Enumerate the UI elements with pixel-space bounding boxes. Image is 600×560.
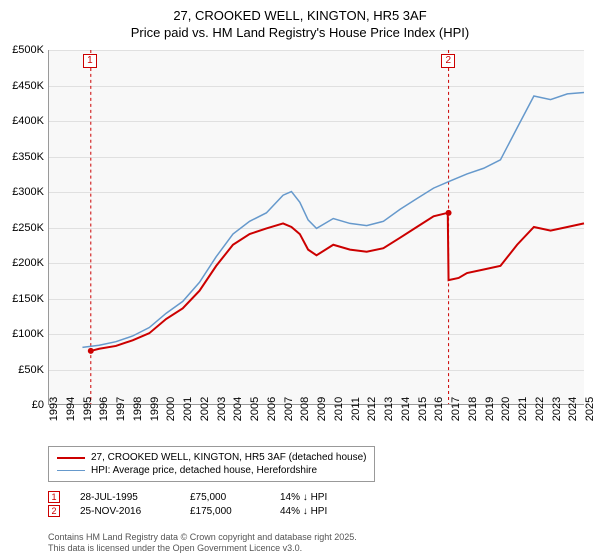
legend-swatch	[57, 470, 85, 471]
x-axis: 1993199419951996199719981999200020012002…	[48, 405, 584, 445]
x-tick-label: 2013	[383, 397, 395, 421]
x-tick-label: 1993	[48, 397, 60, 421]
transaction-date: 25-NOV-2016	[80, 506, 170, 517]
y-tick-label: £400K	[12, 115, 44, 127]
x-tick-label: 2002	[199, 397, 211, 421]
transaction-delta: 44% ↓ HPI	[280, 506, 327, 517]
marker-dot	[446, 210, 452, 216]
transaction-row: 2 25-NOV-2016 £175,000 44% ↓ HPI	[48, 504, 327, 518]
y-tick-label: £100K	[12, 328, 44, 340]
chart-title: 27, CROOKED WELL, KINGTON, HR5 3AF Price…	[0, 0, 600, 46]
x-tick-label: 2022	[534, 397, 546, 421]
series-hpi	[82, 92, 584, 347]
plot-area	[48, 50, 584, 405]
y-tick-label: £300K	[12, 186, 44, 198]
y-tick-label: £0	[32, 399, 44, 411]
y-tick-label: £50K	[18, 364, 44, 376]
y-tick-label: £450K	[12, 80, 44, 92]
x-tick-label: 2023	[551, 397, 563, 421]
legend: 27, CROOKED WELL, KINGTON, HR5 3AF (deta…	[48, 446, 375, 482]
marker-dot	[88, 348, 94, 354]
x-tick-label: 2014	[400, 397, 412, 421]
series-property	[91, 213, 584, 351]
transaction-table: 1 28-JUL-1995 £75,000 14% ↓ HPI 2 25-NOV-2016…	[48, 490, 327, 518]
marker-label: 1	[83, 54, 97, 68]
transaction-marker: 2	[48, 505, 60, 517]
x-tick-label: 2017	[450, 397, 462, 421]
transaction-price: £75,000	[190, 492, 260, 503]
legend-label: HPI: Average price, detached house, Here…	[91, 465, 317, 476]
legend-label: 27, CROOKED WELL, KINGTON, HR5 3AF (deta…	[91, 452, 366, 463]
y-tick-label: £150K	[12, 293, 44, 305]
x-tick-label: 2004	[232, 397, 244, 421]
transaction-date: 28-JUL-1995	[80, 492, 170, 503]
x-tick-label: 2025	[584, 397, 596, 421]
x-tick-label: 2010	[333, 397, 345, 421]
x-tick-label: 1995	[82, 397, 94, 421]
transaction-delta: 14% ↓ HPI	[280, 492, 327, 503]
transaction-row: 1 28-JUL-1995 £75,000 14% ↓ HPI	[48, 490, 327, 504]
x-tick-label: 2024	[567, 397, 579, 421]
x-tick-label: 1996	[98, 397, 110, 421]
x-tick-label: 2019	[484, 397, 496, 421]
transaction-price: £175,000	[190, 506, 260, 517]
x-tick-label: 2012	[366, 397, 378, 421]
x-tick-label: 2005	[249, 397, 261, 421]
title-line2: Price paid vs. HM Land Registry's House …	[0, 25, 600, 42]
line-plot	[49, 50, 584, 404]
footnote: Contains HM Land Registry data © Crown c…	[48, 532, 357, 554]
x-tick-label: 2015	[417, 397, 429, 421]
x-tick-label: 2006	[266, 397, 278, 421]
x-tick-label: 2007	[283, 397, 295, 421]
footnote-line1: Contains HM Land Registry data © Crown c…	[48, 532, 357, 543]
x-tick-label: 2000	[165, 397, 177, 421]
x-tick-label: 2021	[517, 397, 529, 421]
marker-label: 2	[441, 54, 455, 68]
y-axis: £0£50K£100K£150K£200K£250K£300K£350K£400…	[0, 50, 46, 405]
x-tick-label: 2016	[433, 397, 445, 421]
x-tick-label: 2020	[500, 397, 512, 421]
title-line1: 27, CROOKED WELL, KINGTON, HR5 3AF	[0, 8, 600, 25]
x-tick-label: 2011	[350, 397, 362, 421]
legend-item: HPI: Average price, detached house, Here…	[57, 464, 366, 477]
footnote-line2: This data is licensed under the Open Gov…	[48, 543, 357, 554]
legend-item: 27, CROOKED WELL, KINGTON, HR5 3AF (deta…	[57, 451, 366, 464]
legend-swatch	[57, 457, 85, 459]
x-tick-label: 2018	[467, 397, 479, 421]
x-tick-label: 2003	[216, 397, 228, 421]
y-tick-label: £200K	[12, 257, 44, 269]
y-tick-label: £250K	[12, 222, 44, 234]
x-tick-label: 2009	[316, 397, 328, 421]
x-tick-label: 2008	[299, 397, 311, 421]
x-tick-label: 1998	[132, 397, 144, 421]
y-tick-label: £500K	[12, 44, 44, 56]
transaction-marker: 1	[48, 491, 60, 503]
y-tick-label: £350K	[12, 151, 44, 163]
x-tick-label: 1994	[65, 397, 77, 421]
x-tick-label: 1997	[115, 397, 127, 421]
x-tick-label: 2001	[182, 397, 194, 421]
x-tick-label: 1999	[149, 397, 161, 421]
